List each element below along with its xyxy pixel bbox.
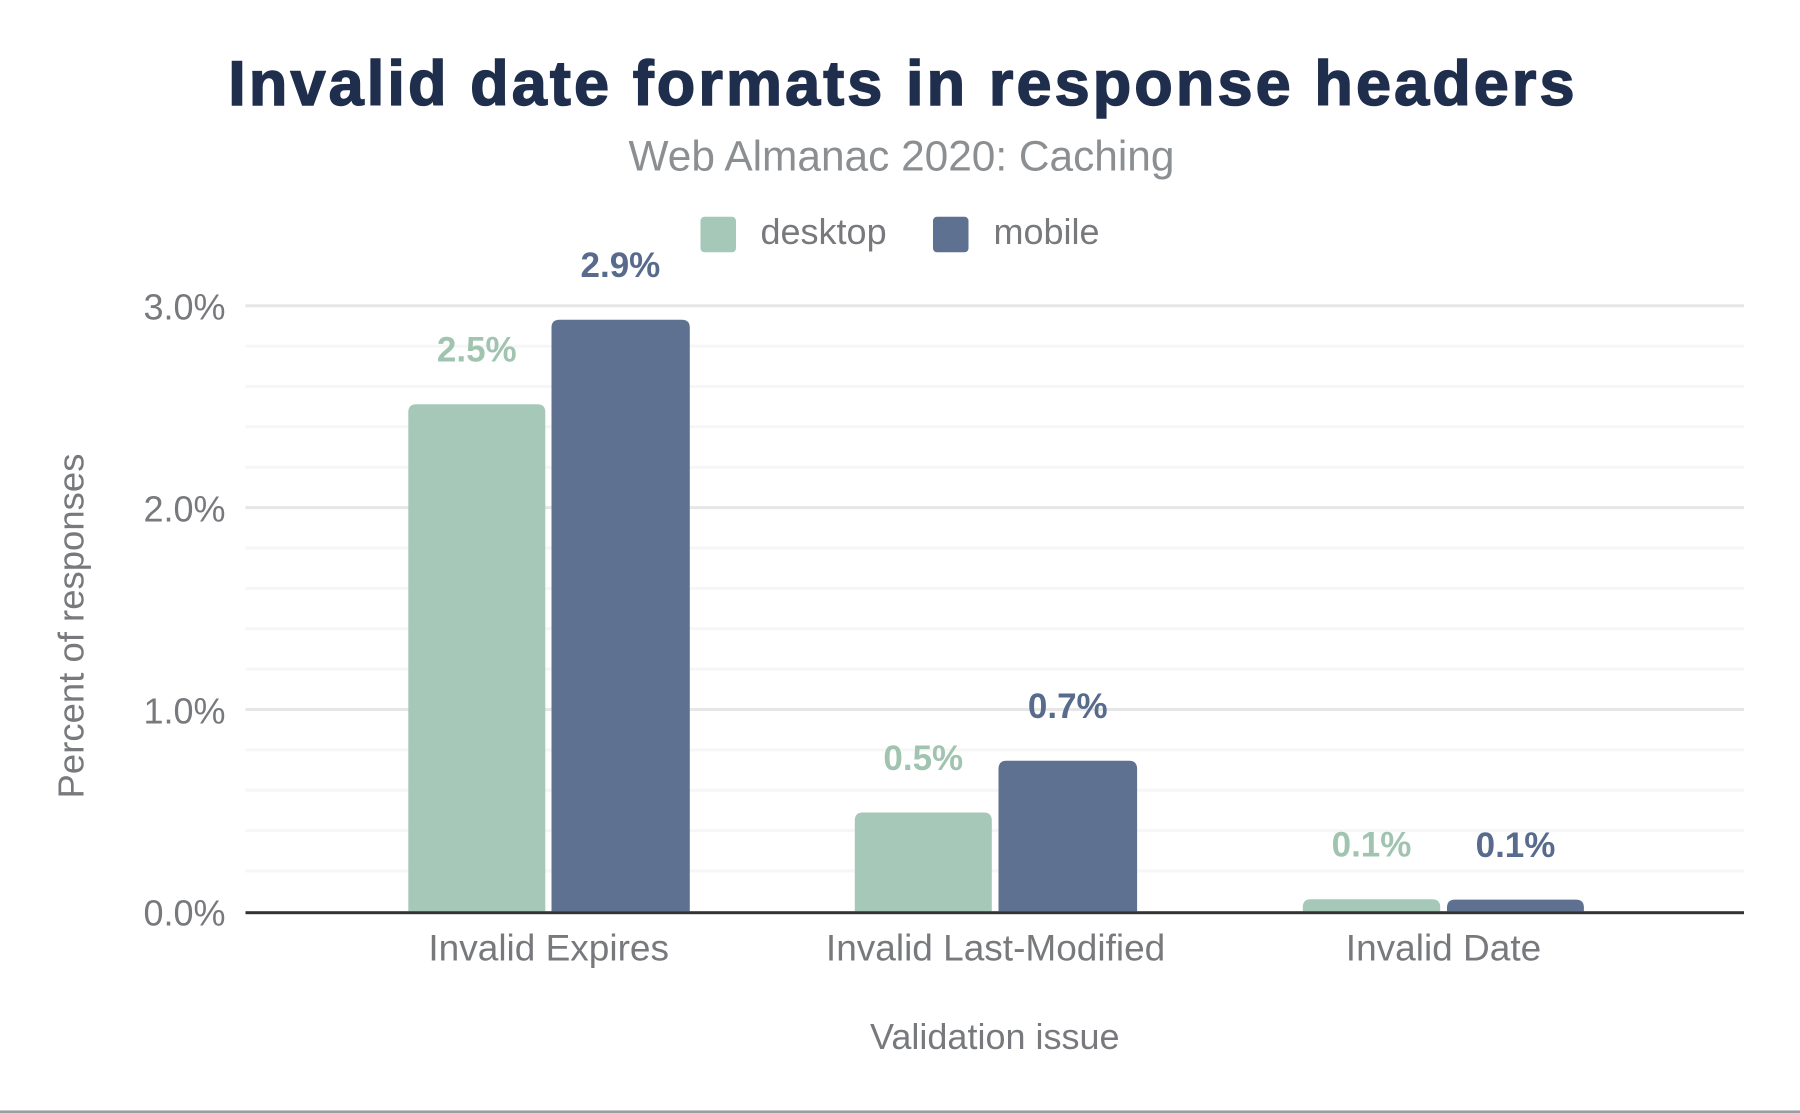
svg-text:0.7%: 0.7% xyxy=(1028,687,1108,726)
svg-text:Invalid date formats in respon: Invalid date formats in response headers xyxy=(228,49,1577,119)
svg-text:3.0%: 3.0% xyxy=(143,287,225,328)
svg-text:0.5%: 0.5% xyxy=(883,739,963,778)
svg-text:Validation issue: Validation issue xyxy=(870,1016,1120,1057)
svg-text:Invalid Expires: Invalid Expires xyxy=(428,927,669,968)
svg-text:Web Almanac 2020: Caching: Web Almanac 2020: Caching xyxy=(629,133,1175,180)
svg-text:2.0%: 2.0% xyxy=(143,489,225,530)
svg-text:mobile: mobile xyxy=(994,211,1100,252)
svg-text:0.1%: 0.1% xyxy=(1476,826,1556,865)
svg-text:Invalid Last-Modified: Invalid Last-Modified xyxy=(826,927,1165,968)
svg-text:0.1%: 0.1% xyxy=(1332,826,1412,865)
svg-text:Percent of responses: Percent of responses xyxy=(51,454,92,799)
svg-text:1.0%: 1.0% xyxy=(143,691,225,732)
svg-text:desktop: desktop xyxy=(761,211,887,252)
svg-text:Invalid Date: Invalid Date xyxy=(1346,927,1541,968)
svg-text:2.9%: 2.9% xyxy=(581,246,661,285)
svg-text:0.0%: 0.0% xyxy=(143,892,225,933)
svg-text:2.5%: 2.5% xyxy=(437,331,517,370)
